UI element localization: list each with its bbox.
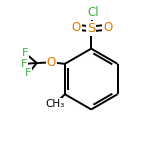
Text: Cl: Cl <box>87 6 98 19</box>
Text: O: O <box>71 21 81 34</box>
Text: F: F <box>21 59 27 69</box>
Text: O: O <box>103 21 112 34</box>
Text: CH₃: CH₃ <box>45 99 65 109</box>
Text: O: O <box>47 56 56 69</box>
Text: F: F <box>25 68 32 78</box>
Text: S: S <box>87 22 95 35</box>
Text: F: F <box>22 48 29 58</box>
